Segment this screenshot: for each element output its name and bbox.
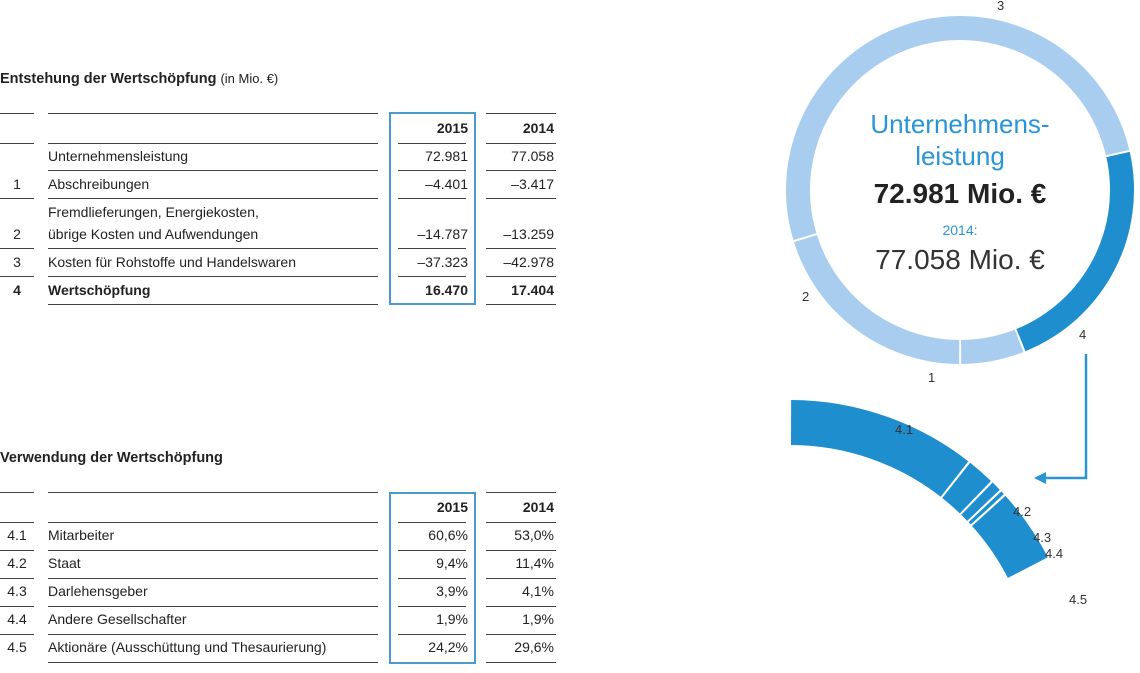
row-value-2014: 1,9% [522, 611, 554, 627]
row-value-2014: 17.404 [511, 282, 554, 298]
row-value-2014: 11,4% [515, 555, 554, 571]
row-number: 2 [13, 226, 21, 242]
row-label: Abschreibungen [48, 176, 150, 192]
donut-prev-value: 77.058 Mio. € [875, 244, 1045, 275]
row-value-2014: –13.259 [503, 226, 554, 242]
table-row: 4.5 Aktionäre (Ausschüttung und Thesauri… [0, 637, 560, 659]
row-number: 4.3 [7, 583, 27, 599]
verwendung-title: Verwendung der Wertschöpfung [0, 450, 223, 466]
row-label: Wertschöpfung [48, 282, 151, 298]
entstehung-header-row: 2015 2014 [0, 118, 560, 140]
arc-segment-4.3 [961, 482, 1000, 521]
table-row: 2 übrige Kosten und Aufwendungen –14.787… [0, 224, 560, 246]
row-value-2014: 53,0% [514, 527, 554, 543]
row-number: 4 [13, 282, 21, 298]
arc-segment-4.5 [972, 495, 1048, 578]
donut-title: Unternehmens- leistung [840, 108, 1080, 172]
arc-segment-label-4-5: 4.5 [1069, 592, 1088, 607]
donut-title-line2: leistung [915, 141, 1005, 171]
table-row: 1 Abschreibungen –4.401 –3.417 [0, 174, 560, 196]
connector-arrow [1034, 354, 1088, 484]
row-value-2015: 1,9% [436, 611, 468, 627]
donut-prev-label: 2014: [942, 222, 978, 238]
donut-segment-2 [794, 234, 960, 364]
arc-segment-label-4-1: 4.1 [895, 422, 914, 437]
donut-segment-label-2: 2 [802, 289, 810, 304]
arc-segment-4.4 [968, 491, 1004, 525]
donut-value: 72.981 Mio. € [873, 178, 1047, 209]
row-number: 4.1 [7, 527, 27, 543]
row-value-2015: 3,9% [436, 583, 468, 599]
row-label: Kosten für Rohstoffe und Handelswaren [48, 254, 297, 270]
table-row: 4.2 Staat 9,4% 11,4% [0, 553, 560, 575]
row-number: 4.5 [7, 639, 27, 655]
column-2015-highlight [389, 112, 476, 305]
arrowhead-icon [1034, 472, 1046, 484]
entstehung-title: Entstehung der Wertschöpfung (in Mio. €) [0, 71, 278, 87]
table-row: 3 Kosten für Rohstoffe und Handelswaren … [0, 252, 560, 274]
row-value-2015: 24,2% [428, 639, 468, 655]
header-2014: 2014 [522, 120, 554, 136]
table-row-line1: Fremdlieferungen, Energiekosten, [0, 202, 560, 224]
arc-segment-4.1 [790, 400, 969, 497]
row-value-2014: –42.978 [503, 254, 554, 270]
row-label: Staat [48, 555, 81, 571]
donut-segment-1 [961, 329, 1024, 364]
header-2015: 2015 [436, 499, 468, 515]
row-value-2015: 16.470 [425, 282, 468, 298]
table-row-total: 4 Wertschöpfung 16.470 17.404 [0, 280, 560, 302]
row-label: Unternehmensleistung [48, 148, 189, 164]
donut-chart [786, 16, 1134, 364]
row-label-line1: Fremdlieferungen, Energiekosten, [48, 204, 259, 220]
table-row: 4.1 Mitarbeiter 60,6% 53,0% [0, 525, 560, 547]
arc-segment-label-4-4: 4.4 [1045, 546, 1064, 561]
column-2015-highlight [389, 492, 476, 664]
arc-chart [790, 400, 1048, 578]
row-value-2015: 72.981 [425, 148, 468, 164]
table-row: 4.4 Andere Gesellschafter 1,9% 1,9% [0, 609, 560, 631]
row-value-2015: 9,4% [436, 555, 468, 571]
row-value-2015: –37.323 [417, 254, 468, 270]
header-2015: 2015 [436, 120, 468, 136]
row-number [0, 146, 34, 168]
arc-segment-label-4-2: 4.2 [1013, 504, 1032, 519]
donut-segment-label-3: 3 [997, 0, 1005, 13]
row-value-2015: –14.787 [417, 226, 468, 242]
table-row: Unternehmensleistung 72.981 77.058 [0, 146, 560, 168]
row-value-2015: –4.401 [425, 176, 468, 192]
row-number: 3 [13, 254, 21, 270]
row-value-2014: 29,6% [514, 639, 554, 655]
row-value-2015: 60,6% [428, 527, 468, 543]
row-label: Darlehensgeber [48, 583, 148, 599]
row-number: 4.4 [7, 611, 27, 627]
arc-segment-label-4-3: 4.3 [1033, 530, 1052, 545]
row-label: Mitarbeiter [48, 527, 115, 543]
entstehung-title-text: Entstehung der Wertschöpfung [0, 71, 217, 87]
donut-segment-label-1: 1 [928, 370, 936, 385]
row-number: 4.2 [7, 555, 27, 571]
entstehung-unit: (in Mio. €) [220, 71, 279, 86]
table-row: 4.3 Darlehensgeber 3,9% 4,1% [0, 581, 560, 603]
connector-line [1044, 354, 1088, 480]
row-label: Andere Gesellschafter [48, 611, 187, 627]
row-label: Aktionäre (Ausschüttung und Thesaurierun… [48, 639, 327, 655]
row-value-2014: 77.058 [511, 148, 554, 164]
header-2014: 2014 [522, 499, 554, 515]
row-value-2014: 4,1% [522, 583, 554, 599]
verwendung-header-row: 2015 2014 [0, 497, 560, 519]
row-label: übrige Kosten und Aufwendungen [48, 226, 259, 242]
donut-title-line1: Unternehmens- [870, 109, 1050, 139]
donut-segment-4 [1016, 151, 1134, 352]
row-value-2014: –3.417 [511, 176, 554, 192]
row-number: 1 [13, 176, 21, 192]
arc-segment-4.2 [942, 462, 991, 514]
donut-segment-label-4: 4 [1079, 327, 1087, 342]
